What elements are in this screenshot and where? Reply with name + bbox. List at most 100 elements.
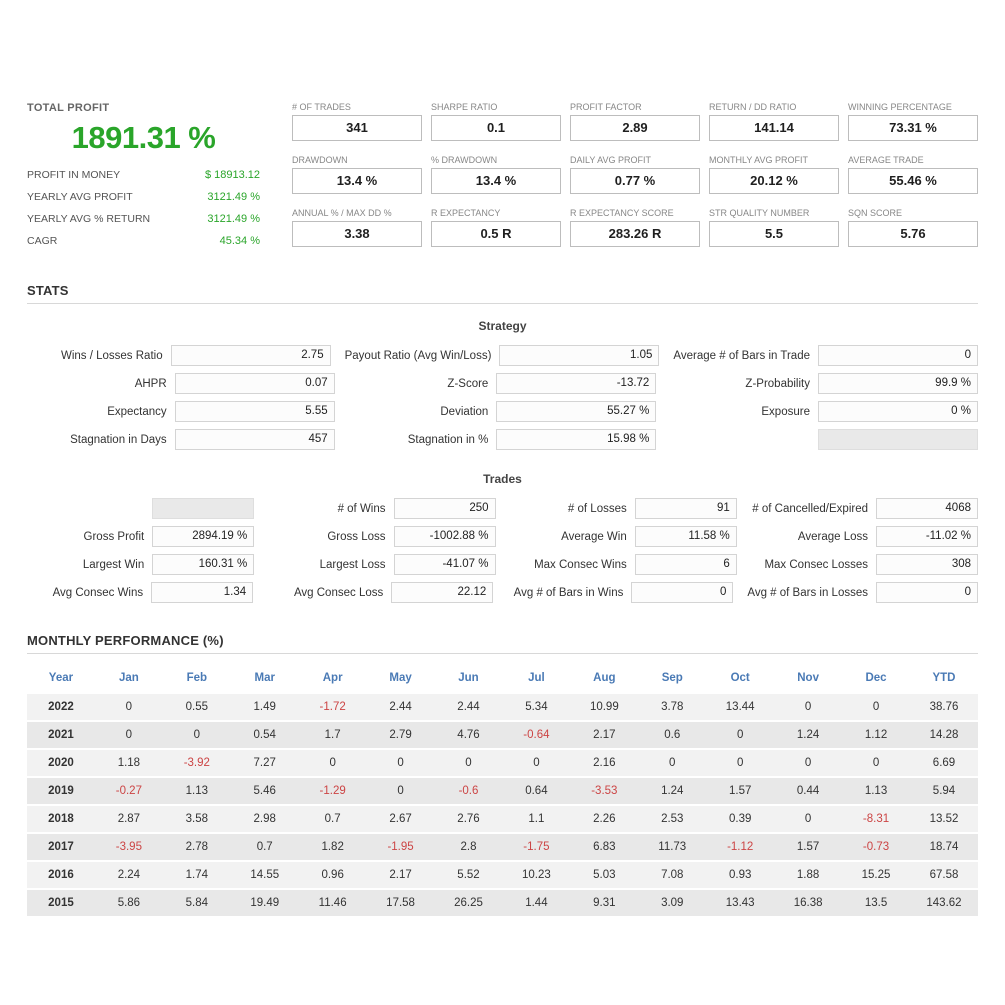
trades-avg-of-bars-in-losses: Avg # of Bars in Losses 0 bbox=[747, 582, 978, 603]
summary-row-value: 45.34 % bbox=[219, 235, 260, 247]
month-cell-jul: 1.44 bbox=[525, 897, 548, 909]
month-cell-jan: 2.87 bbox=[117, 813, 141, 825]
metric-drawdown: % DRAWDOWN 13.4 % bbox=[431, 155, 561, 194]
summary-row-label: YEARLY AVG PROFIT bbox=[27, 191, 133, 203]
month-cell-mar: 5.46 bbox=[253, 785, 276, 797]
metric-label: SQN SCORE bbox=[848, 208, 903, 218]
metric-value: 0.5 R bbox=[431, 221, 561, 247]
month-cell-mar: 19.49 bbox=[250, 897, 280, 909]
summary-row-yearly-avg-profit: YEARLY AVG PROFIT 3121.49 % bbox=[27, 191, 260, 203]
stats-value: 99.9 % bbox=[817, 373, 978, 394]
metric-label: SHARPE RATIO bbox=[431, 102, 498, 112]
month-cell-ytd: 14.28 bbox=[929, 729, 959, 741]
monthly-row-2021: 2021 0 0 0.54 1.7 2.79 4.76 -0.64 2.17 0.6 0 1.24 1.… bbox=[27, 722, 978, 748]
year-cell: 2017 bbox=[48, 841, 74, 853]
month-cell-oct: 1.57 bbox=[728, 785, 752, 797]
month-cell-jan: 2.24 bbox=[117, 869, 141, 881]
trades-label: Average Loss bbox=[797, 530, 868, 543]
month-cell-apr: 0 bbox=[329, 757, 336, 769]
metric-value: 2.89 bbox=[570, 115, 700, 141]
stats-label: Stagnation in % bbox=[407, 433, 489, 446]
summary-row-label: YEARLY AVG % RETURN bbox=[27, 213, 151, 225]
summary-row-yearly-avg-return: YEARLY AVG % RETURN 3121.49 % bbox=[27, 213, 260, 225]
month-cell-nov: 0 bbox=[804, 813, 812, 825]
stats-value: -13.72 bbox=[496, 373, 657, 394]
trades-row: Gross Profit 2894.19 % Gross Loss -1002.… bbox=[27, 526, 978, 547]
monthly-header-row: Year Jan Feb Mar Apr May Jun Jul Aug Sep Oct Nov Dec… bbox=[27, 664, 978, 692]
month-cell-feb: 0.55 bbox=[185, 701, 208, 713]
strategy-subheading: Strategy bbox=[478, 319, 527, 333]
monthly-row-2016: 2016 2.24 1.74 14.55 0.96 2.17 5.52 10.23 5.03 7.… bbox=[27, 862, 978, 888]
trades-label: # of Cancelled/Expired bbox=[752, 502, 868, 515]
month-cell-jan: 5.86 bbox=[117, 897, 141, 909]
trades-label: Gross Profit bbox=[83, 530, 145, 543]
trades-rows: # of Wins 250 # of Losses 91 # of Cancel… bbox=[27, 498, 978, 603]
month-cell-jan: 1.18 bbox=[117, 757, 141, 769]
trades-value: 91 bbox=[634, 498, 737, 519]
metric-label: STR QUALITY NUMBER bbox=[709, 208, 810, 218]
month-cell-jul: 5.34 bbox=[525, 701, 548, 713]
trades-value: -11.02 % bbox=[876, 526, 978, 547]
metric-drawdown: DRAWDOWN 13.4 % bbox=[292, 155, 422, 194]
trades-max-consec-losses: Max Consec Losses 308 bbox=[751, 554, 978, 575]
month-cell-jan: 0 bbox=[125, 701, 133, 713]
month-cell-jun: 2.8 bbox=[460, 841, 477, 853]
month-cell-apr: 11.46 bbox=[318, 897, 347, 909]
total-profit-title: TOTAL PROFIT bbox=[27, 102, 110, 114]
trades-average-loss: Average Loss -11.02 % bbox=[751, 526, 978, 547]
metric-value: 0.1 bbox=[431, 115, 561, 141]
month-cell-ytd: 5.94 bbox=[932, 785, 956, 797]
year-cell: 2016 bbox=[48, 869, 74, 881]
year-cell: 2021 bbox=[48, 729, 74, 741]
month-cell-sep: 0 bbox=[669, 757, 676, 769]
stats-label: Average # of Bars in Trade bbox=[673, 349, 810, 362]
stats-value: 5.55 bbox=[174, 401, 335, 422]
month-cell-feb: 1.13 bbox=[185, 785, 208, 797]
summary-row-value: 3121.49 % bbox=[207, 213, 260, 225]
monthly-col-year: Year bbox=[27, 664, 95, 692]
month-cell-jun: 2.44 bbox=[457, 701, 480, 713]
monthly-col-may: May bbox=[366, 664, 435, 692]
metric-winning-percentage: WINNING PERCENTAGE 73.31 % bbox=[848, 102, 978, 141]
stats-deviation: Deviation 55.27 % bbox=[349, 401, 657, 422]
year-cell: 2022 bbox=[48, 701, 74, 713]
trades-row: Avg Consec Wins 1.34 Avg Consec Loss 22.… bbox=[27, 582, 978, 603]
monthly-table-body: 2022 0 0.55 1.49 -1.72 2.44 2.44 5.34 10.99 3.78 1… bbox=[27, 694, 978, 916]
metric-label: AVERAGE TRADE bbox=[848, 155, 924, 165]
trades-value: -41.07 % bbox=[393, 554, 496, 575]
month-cell-jun: 0 bbox=[465, 757, 472, 769]
trades-of-wins: # of Wins 250 bbox=[268, 498, 496, 519]
monthly-col-aug: Aug bbox=[570, 664, 639, 692]
month-cell-jan: -0.27 bbox=[115, 785, 142, 797]
month-cell-jul: -1.75 bbox=[523, 841, 550, 853]
month-cell-may: 17.58 bbox=[386, 897, 415, 909]
total-profit-panel: TOTAL PROFIT 1891.31 % PROFIT IN MONEY $… bbox=[27, 102, 260, 257]
stats-wins-losses-ratio: Wins / Losses Ratio 2.75 bbox=[27, 345, 331, 366]
month-cell-mar: 0.7 bbox=[256, 841, 273, 853]
month-cell-apr: 1.82 bbox=[321, 841, 344, 853]
monthly-col-ytd: YTD bbox=[909, 664, 978, 692]
trades-value: 6 bbox=[634, 554, 737, 575]
monthly-row-2017: 2017 -3.95 2.78 0.7 1.82 -1.95 2.8 -1.75 6.83 11.… bbox=[27, 834, 978, 860]
trades-value: 1.34 bbox=[151, 582, 254, 603]
metric-sqn-score: SQN SCORE 5.76 bbox=[848, 208, 978, 247]
month-cell-aug: 9.31 bbox=[593, 897, 616, 909]
trades-label: Largest Win bbox=[82, 558, 145, 571]
stats-value: 2.75 bbox=[170, 345, 331, 366]
month-cell-nov: 1.88 bbox=[796, 869, 820, 881]
metric-label: WINNING PERCENTAGE bbox=[848, 102, 952, 112]
month-cell-jul: 1.1 bbox=[528, 813, 545, 825]
metric-label: ANNUAL % / MAX DD % bbox=[292, 208, 392, 218]
trades-label: Largest Loss bbox=[319, 558, 386, 571]
trades-value: 308 bbox=[876, 554, 978, 575]
month-cell-jun: 26.25 bbox=[454, 897, 483, 909]
stats-label: Z-Probability bbox=[745, 377, 810, 390]
month-cell-may: 0 bbox=[397, 757, 404, 769]
stats-value: 0.07 bbox=[174, 373, 335, 394]
metric-label: DAILY AVG PROFIT bbox=[570, 155, 652, 165]
stats-label: Expectancy bbox=[107, 405, 167, 418]
summary-row-cagr: CAGR 45.34 % bbox=[27, 235, 260, 247]
month-cell-sep: 7.08 bbox=[661, 869, 684, 881]
trades-average-win: Average Win 11.58 % bbox=[510, 526, 737, 547]
metric-daily-avg-profit: DAILY AVG PROFIT 0.77 % bbox=[570, 155, 700, 194]
